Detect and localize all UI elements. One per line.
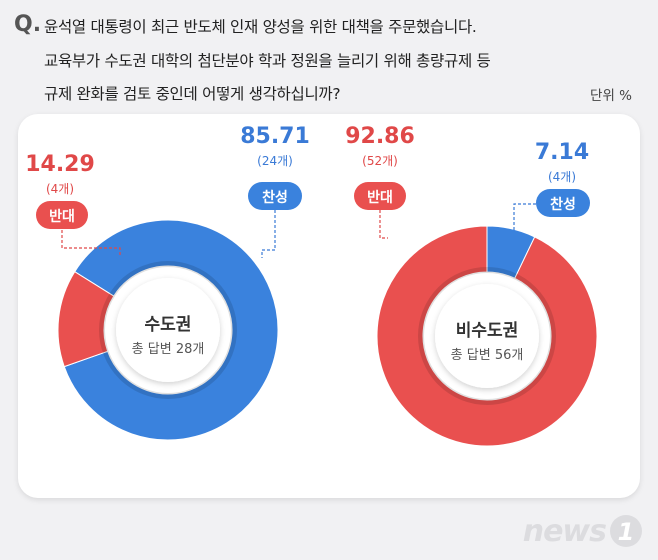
donut-hole: [116, 278, 220, 382]
value-label-approve: 85.71: [240, 124, 310, 149]
badge-oppose: [354, 182, 406, 210]
count-label-approve: (4개): [548, 170, 576, 184]
badge-approve-label: 찬성: [550, 196, 576, 213]
center-title: 비수도권: [456, 321, 519, 341]
leader-line-oppose: [61, 230, 121, 255]
logo-mark-icon: 1: [608, 513, 644, 549]
logo-mark-digit: 1: [618, 518, 635, 546]
count-label-approve: (24개): [257, 154, 293, 168]
donut-hole: [435, 284, 539, 388]
slice-approve: [63, 219, 279, 441]
news1-logo: news 1: [523, 513, 644, 549]
question-line-1: 윤석열 대통령이 최근 반도체 인재 양성을 위한 대책을 주문했습니다.: [44, 18, 477, 36]
slice-oppose: [57, 271, 115, 368]
leader-line-oppose: [379, 210, 388, 239]
question-line-2: 교육부가 수도권 대학의 첨단분야 학과 정원을 늘리기 위해 총량규제 등: [44, 52, 491, 70]
inner-ring: [418, 267, 556, 405]
leader-line-approve: [513, 203, 536, 232]
unit-label: 단위 %: [590, 88, 632, 104]
center-subtitle: 총 답변 28개: [132, 342, 205, 357]
inner-ring: [99, 261, 237, 399]
badge-oppose: [36, 201, 88, 229]
chart-capital-area: 수도권 총 답변 28개 14.29 (4개) 반대 85.71 (24개) 찬…: [25, 124, 310, 441]
value-label-oppose: 92.86: [345, 124, 415, 149]
badge-oppose-label: 반대: [49, 208, 75, 225]
badge-approve: [248, 182, 302, 210]
leader-line-approve: [261, 210, 276, 258]
slice-oppose: [376, 225, 598, 447]
value-label-oppose: 14.29: [25, 152, 95, 177]
question-marker: Q.: [14, 12, 42, 37]
badge-approve-label: 찬성: [262, 189, 288, 206]
badge-approve: [536, 189, 590, 217]
center-subtitle: 총 답변 56개: [451, 348, 524, 363]
question-line-3: 규제 완화를 검토 중인데 어떻게 생각하십니까?: [44, 85, 341, 103]
count-label-oppose: (52개): [362, 154, 398, 168]
badge-oppose-label: 반대: [367, 189, 393, 206]
center-title: 수도권: [145, 315, 192, 335]
value-label-approve: 7.14: [535, 140, 589, 165]
chart-non-capital-area: 비수도권 총 답변 56개 92.86 (52개) 반대 7.14 (4개) 찬…: [345, 124, 598, 447]
count-label-oppose: (4개): [46, 182, 74, 196]
logo-text: news: [522, 513, 607, 549]
